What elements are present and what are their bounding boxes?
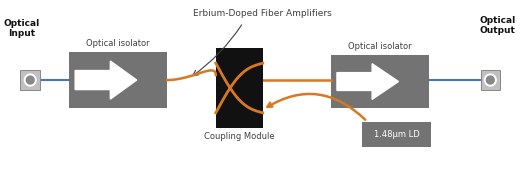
Bar	[20, 70, 40, 90]
Bar	[216, 48, 263, 128]
Circle shape	[27, 76, 34, 84]
FancyArrow shape	[75, 61, 137, 99]
Text: Coupling Module: Coupling Module	[204, 132, 275, 141]
Text: Optical isolator: Optical isolator	[86, 39, 150, 48]
Text: Optical
Input: Optical Input	[3, 19, 40, 38]
FancyArrowPatch shape	[267, 94, 365, 120]
Circle shape	[485, 74, 496, 86]
Text: Optical isolator: Optical isolator	[348, 42, 412, 51]
Bar	[480, 70, 500, 90]
Circle shape	[486, 76, 494, 84]
Circle shape	[24, 74, 36, 86]
Bar	[362, 122, 431, 148]
FancyArrow shape	[337, 64, 398, 99]
Bar	[331, 55, 429, 108]
Text: 1.48μm LD: 1.48μm LD	[374, 130, 420, 139]
Bar	[69, 52, 167, 108]
Text: Erbium-Doped Fiber Amplifiers: Erbium-Doped Fiber Amplifiers	[193, 9, 332, 18]
Text: Optical
Output: Optical Output	[479, 16, 515, 35]
